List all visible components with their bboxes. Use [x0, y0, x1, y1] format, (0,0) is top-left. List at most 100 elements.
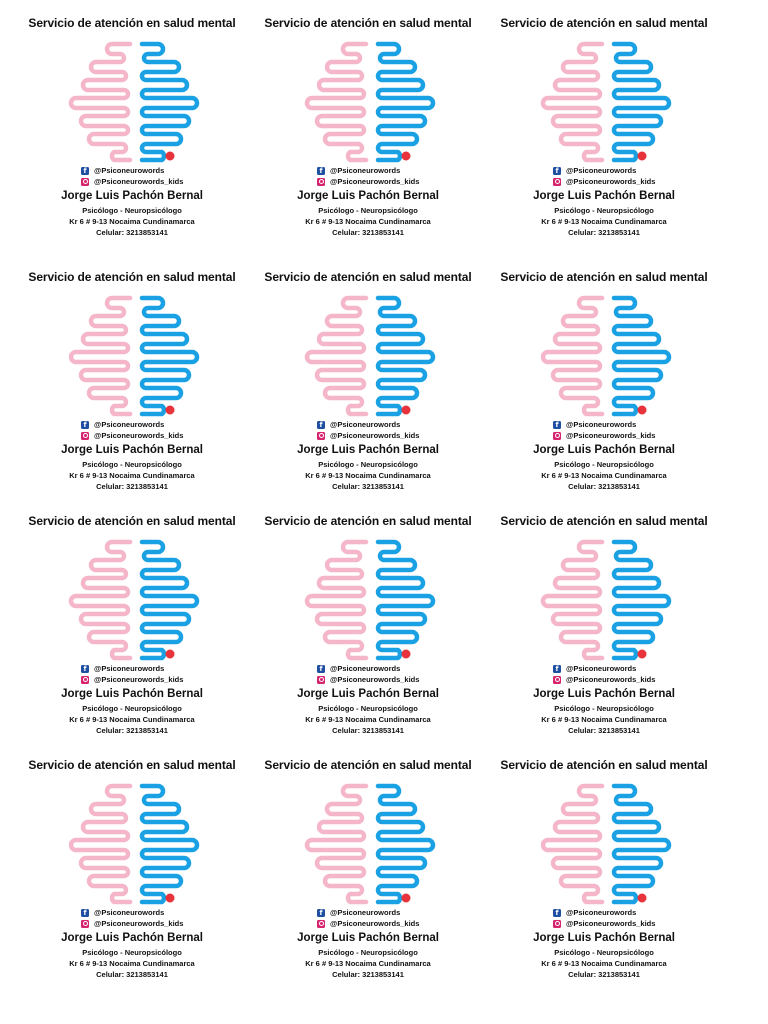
brain-logo-icon	[540, 783, 672, 905]
person-name: Jorge Luis Pachón Bernal	[297, 932, 439, 944]
instagram-icon	[553, 177, 561, 186]
phone: Celular: 3213853141	[96, 228, 168, 237]
instagram-icon	[317, 919, 325, 928]
person-name: Jorge Luis Pachón Bernal	[533, 932, 675, 944]
phone: Celular: 3213853141	[332, 970, 404, 979]
brain-left-hemisphere	[304, 539, 369, 661]
facebook-row: f @Psiconeurowords	[14, 419, 250, 430]
instagram-handle: @Psiconeurowords_kids	[566, 431, 656, 440]
card-title: Servicio de atención en salud mental	[500, 270, 708, 284]
facebook-row: f @Psiconeurowords	[486, 165, 722, 176]
profession: Psicólogo - Neuropsicólogo	[318, 206, 418, 215]
facebook-handle: @Psiconeurowords	[566, 420, 637, 429]
instagram-handle: @Psiconeurowords_kids	[94, 431, 184, 440]
person-name: Jorge Luis Pachón Bernal	[61, 190, 203, 202]
facebook-icon: f	[317, 166, 325, 175]
profession: Psicólogo - Neuropsicólogo	[554, 460, 654, 469]
person-name: Jorge Luis Pachón Bernal	[297, 444, 439, 456]
facebook-handle: @Psiconeurowords	[566, 166, 637, 175]
address: Kr 6 # 9-13 Nocaima Cundinamarca	[305, 217, 431, 226]
facebook-icon: f	[553, 166, 561, 175]
instagram-row: @Psiconeurowords_kids	[250, 176, 486, 187]
card-title: Servicio de atención en salud mental	[264, 16, 472, 30]
instagram-handle: @Psiconeurowords_kids	[330, 177, 420, 186]
brain-logo-icon	[540, 41, 672, 163]
business-card-r1-c1: Servicio de atención en salud mental f @…	[14, 6, 250, 242]
brain-accent-dot	[401, 649, 411, 659]
instagram-row: @Psiconeurowords_kids	[14, 918, 250, 929]
card-title: Servicio de atención en salud mental	[28, 270, 236, 284]
facebook-row: f @Psiconeurowords	[14, 663, 250, 674]
facebook-icon: f	[81, 166, 89, 175]
person-name: Jorge Luis Pachón Bernal	[61, 932, 203, 944]
instagram-icon	[317, 675, 325, 684]
phone: Celular: 3213853141	[568, 970, 640, 979]
phone: Celular: 3213853141	[332, 228, 404, 237]
business-card-r3-c1: Servicio de atención en salud mental f @…	[14, 504, 250, 740]
person-name: Jorge Luis Pachón Bernal	[533, 190, 675, 202]
instagram-handle: @Psiconeurowords_kids	[566, 675, 656, 684]
person-name: Jorge Luis Pachón Bernal	[533, 688, 675, 700]
business-card-r4-c2: Servicio de atención en salud mental f @…	[250, 748, 486, 984]
brain-left-hemisphere	[540, 295, 605, 417]
facebook-icon: f	[553, 664, 561, 673]
profession: Psicólogo - Neuropsicólogo	[554, 704, 654, 713]
brain-right-hemisphere	[375, 295, 436, 417]
brain-left-hemisphere	[540, 41, 605, 163]
phone: Celular: 3213853141	[332, 482, 404, 491]
brain-left-hemisphere	[304, 783, 369, 905]
brain-accent-dot	[165, 405, 175, 415]
profession: Psicólogo - Neuropsicólogo	[554, 948, 654, 957]
address: Kr 6 # 9-13 Nocaima Cundinamarca	[541, 715, 667, 724]
phone: Celular: 3213853141	[96, 970, 168, 979]
card-title: Servicio de atención en salud mental	[264, 758, 472, 772]
person-name: Jorge Luis Pachón Bernal	[297, 688, 439, 700]
brain-left-hemisphere	[68, 783, 133, 905]
business-card-r4-c1: Servicio de atención en salud mental f @…	[14, 748, 250, 984]
card-title: Servicio de atención en salud mental	[28, 514, 236, 528]
profession: Psicólogo - Neuropsicólogo	[318, 704, 418, 713]
instagram-icon	[553, 431, 561, 440]
brain-accent-dot	[401, 405, 411, 415]
business-card-r3-c2: Servicio de atención en salud mental f @…	[250, 504, 486, 740]
facebook-handle: @Psiconeurowords	[94, 664, 165, 673]
facebook-icon: f	[81, 420, 89, 429]
brain-left-hemisphere	[68, 41, 133, 163]
card-title: Servicio de atención en salud mental	[500, 16, 708, 30]
phone: Celular: 3213853141	[568, 726, 640, 735]
profession: Psicólogo - Neuropsicólogo	[318, 460, 418, 469]
facebook-handle: @Psiconeurowords	[566, 664, 637, 673]
brain-right-hemisphere	[611, 539, 672, 661]
brain-accent-dot	[637, 405, 647, 415]
profession: Psicólogo - Neuropsicólogo	[82, 460, 182, 469]
facebook-handle: @Psiconeurowords	[330, 908, 401, 917]
profession: Psicólogo - Neuropsicólogo	[318, 948, 418, 957]
business-card-r2-c2: Servicio de atención en salud mental f @…	[250, 260, 486, 496]
person-name: Jorge Luis Pachón Bernal	[297, 190, 439, 202]
business-card-r2-c1: Servicio de atención en salud mental f @…	[14, 260, 250, 496]
instagram-row: @Psiconeurowords_kids	[250, 430, 486, 441]
brain-left-hemisphere	[540, 539, 605, 661]
business-card-r1-c2: Servicio de atención en salud mental f @…	[250, 6, 486, 242]
facebook-icon: f	[81, 908, 89, 917]
instagram-row: @Psiconeurowords_kids	[486, 918, 722, 929]
phone: Celular: 3213853141	[96, 726, 168, 735]
facebook-row: f @Psiconeurowords	[250, 165, 486, 176]
brain-accent-dot	[165, 893, 175, 903]
address: Kr 6 # 9-13 Nocaima Cundinamarca	[69, 217, 195, 226]
brain-right-hemisphere	[611, 41, 672, 163]
address: Kr 6 # 9-13 Nocaima Cundinamarca	[69, 959, 195, 968]
instagram-icon	[317, 177, 325, 186]
facebook-row: f @Psiconeurowords	[486, 907, 722, 918]
facebook-icon: f	[553, 908, 561, 917]
instagram-row: @Psiconeurowords_kids	[250, 674, 486, 685]
person-name: Jorge Luis Pachón Bernal	[61, 688, 203, 700]
card-title: Servicio de atención en salud mental	[264, 514, 472, 528]
facebook-icon: f	[553, 420, 561, 429]
brain-logo-icon	[304, 295, 436, 417]
brain-right-hemisphere	[139, 295, 200, 417]
profession: Psicólogo - Neuropsicólogo	[554, 206, 654, 215]
brain-left-hemisphere	[540, 783, 605, 905]
instagram-icon	[553, 919, 561, 928]
facebook-row: f @Psiconeurowords	[486, 663, 722, 674]
